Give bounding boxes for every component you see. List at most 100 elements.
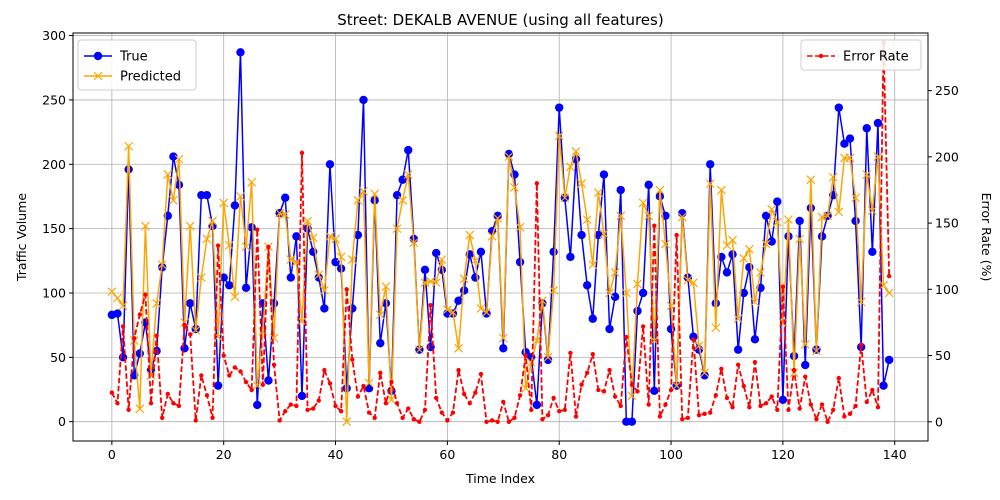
predicted-point bbox=[252, 381, 262, 391]
predicted-point bbox=[487, 231, 497, 241]
predicted-point bbox=[180, 318, 189, 328]
error-rate-point bbox=[327, 381, 333, 386]
error-rate-point bbox=[741, 383, 746, 389]
error-rate-point bbox=[657, 414, 663, 419]
error-rate-point bbox=[506, 419, 512, 424]
predicted-point bbox=[280, 210, 290, 219]
predicted-point bbox=[733, 314, 743, 324]
predicted-point bbox=[157, 260, 167, 270]
predicted-point bbox=[638, 198, 648, 208]
predicted-point bbox=[828, 172, 838, 182]
true-point bbox=[616, 185, 625, 195]
predicted-point bbox=[571, 146, 581, 156]
error-rate-point bbox=[775, 407, 780, 413]
error-rate-point bbox=[853, 403, 858, 409]
predicted-point bbox=[196, 273, 206, 282]
predicted-point bbox=[823, 211, 833, 221]
true-point bbox=[851, 216, 860, 226]
true-point bbox=[840, 139, 849, 148]
predicted-point bbox=[705, 179, 715, 189]
error-rate-point bbox=[724, 395, 730, 401]
predicted-point bbox=[515, 222, 525, 232]
y-tick-label: 300 bbox=[42, 28, 66, 43]
y2-tick-label: 150 bbox=[935, 216, 959, 231]
true-point bbox=[532, 400, 542, 410]
predicted-point bbox=[879, 280, 888, 290]
error-rate-point bbox=[294, 403, 299, 409]
predicted-point bbox=[621, 288, 631, 298]
error-rate-point bbox=[551, 395, 556, 401]
legend-predicted-point bbox=[93, 71, 103, 81]
error-rate-point bbox=[126, 407, 131, 413]
predicted-point bbox=[862, 170, 872, 180]
true-point bbox=[773, 197, 782, 206]
error-rate-point bbox=[417, 419, 422, 424]
error-rate-point bbox=[635, 389, 640, 394]
error-rate-point bbox=[713, 393, 718, 398]
error-rate-point bbox=[517, 393, 523, 398]
predicted-point bbox=[247, 177, 257, 187]
predicted-point bbox=[168, 195, 178, 205]
predicted-point bbox=[867, 206, 877, 216]
true-point bbox=[627, 417, 637, 426]
predicted-point bbox=[347, 255, 357, 264]
y-tick-label: 50 bbox=[50, 350, 66, 365]
error-rate-point bbox=[322, 367, 327, 373]
y-tick-label: 100 bbox=[42, 285, 66, 300]
y2-tick-label: 0 bbox=[935, 414, 943, 429]
series-layer bbox=[107, 40, 894, 427]
error-rate-point bbox=[640, 324, 646, 329]
predicted-point bbox=[694, 341, 704, 351]
error-rate-point bbox=[573, 414, 579, 419]
predicted-point bbox=[817, 212, 827, 222]
error-rate-point bbox=[696, 412, 702, 418]
error-rate-point bbox=[210, 415, 215, 421]
legend-left-box bbox=[77, 39, 197, 91]
predicted-point bbox=[610, 267, 620, 277]
predicted-point bbox=[577, 179, 587, 189]
error-rate-point bbox=[584, 370, 590, 375]
error-rate-point bbox=[545, 412, 551, 418]
error-rate-point bbox=[814, 416, 819, 422]
legend-predicted-label: Predicted bbox=[120, 70, 181, 85]
error-rate-point bbox=[663, 402, 668, 407]
predicted-point bbox=[342, 417, 352, 427]
predicted-point bbox=[392, 224, 402, 234]
error-rate-point bbox=[271, 362, 277, 368]
error-rate-point bbox=[305, 407, 310, 413]
true-point bbox=[644, 180, 653, 190]
predicted-point bbox=[336, 252, 346, 262]
true-point bbox=[493, 211, 502, 220]
predicted-point bbox=[812, 346, 821, 356]
true-point bbox=[705, 160, 715, 169]
true-point bbox=[515, 257, 525, 267]
true-point bbox=[364, 384, 374, 393]
error-rate-point bbox=[473, 390, 478, 395]
predicted-point bbox=[856, 297, 866, 307]
error-rate-point bbox=[886, 273, 892, 279]
predicted-point bbox=[426, 276, 436, 286]
predicted-point bbox=[795, 234, 805, 244]
error-rate-point bbox=[780, 284, 786, 289]
predicted-point bbox=[303, 216, 313, 226]
error-rate-point bbox=[299, 150, 305, 156]
predicted-point bbox=[644, 211, 654, 221]
y-tick-label: 250 bbox=[42, 92, 66, 107]
error-rate-point bbox=[590, 352, 595, 357]
predicted-point bbox=[851, 193, 861, 203]
predicted-point bbox=[605, 288, 614, 298]
true-point bbox=[795, 216, 804, 226]
error-rate-point bbox=[562, 407, 568, 413]
predicted-point bbox=[420, 278, 430, 288]
error-rate-point bbox=[204, 393, 210, 398]
error-rate-point bbox=[467, 401, 472, 406]
error-rate-point bbox=[461, 391, 467, 397]
predicted-point bbox=[784, 215, 793, 225]
error-rate-point bbox=[624, 334, 629, 340]
predicted-point bbox=[756, 267, 765, 277]
predicted-point bbox=[716, 185, 726, 195]
predicted-point bbox=[236, 192, 245, 201]
legend-left: True Predicted bbox=[77, 39, 197, 91]
error-rate-point bbox=[372, 415, 377, 421]
true-point bbox=[733, 345, 743, 354]
